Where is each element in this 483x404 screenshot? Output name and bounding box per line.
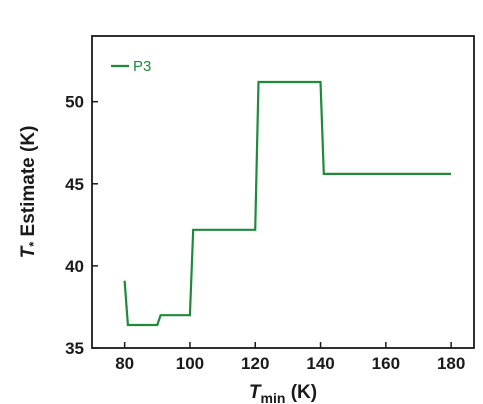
y-axis-title-sub: * (26, 241, 41, 247)
x-axis-title-main: T (249, 382, 262, 403)
x-tick-label: 180 (437, 354, 465, 373)
y-tick-label: 50 (65, 93, 84, 112)
x-tick-label: 120 (241, 354, 269, 373)
x-axis-title: Tmin (K) (249, 382, 317, 404)
series-line-p3 (123, 80, 452, 327)
x-tick-label: 160 (372, 354, 400, 373)
x-tick-label: 100 (176, 354, 204, 373)
series-layer (123, 80, 452, 327)
y-axis-title: T* Estimate (K) (18, 126, 41, 259)
y-axis-ticks: 35 40 45 50 (65, 93, 98, 358)
x-axis-ticks: 80 100 120 140 160 180 (115, 342, 465, 373)
legend: P3 (111, 58, 151, 75)
x-axis-title-sub: min (261, 390, 286, 404)
x-tick-label: 80 (115, 354, 134, 373)
legend-label: P3 (133, 58, 151, 75)
x-axis-title-unit: (K) (285, 382, 317, 403)
y-tick-label: 35 (65, 339, 84, 358)
y-tick-label: 45 (65, 175, 84, 194)
y-axis-title-main: T (18, 245, 39, 258)
y-tick-label: 40 (65, 257, 84, 276)
y-axis-title-unit: Estimate (K) (18, 126, 39, 242)
x-tick-label: 140 (306, 354, 334, 373)
plot-frame (91, 35, 475, 349)
